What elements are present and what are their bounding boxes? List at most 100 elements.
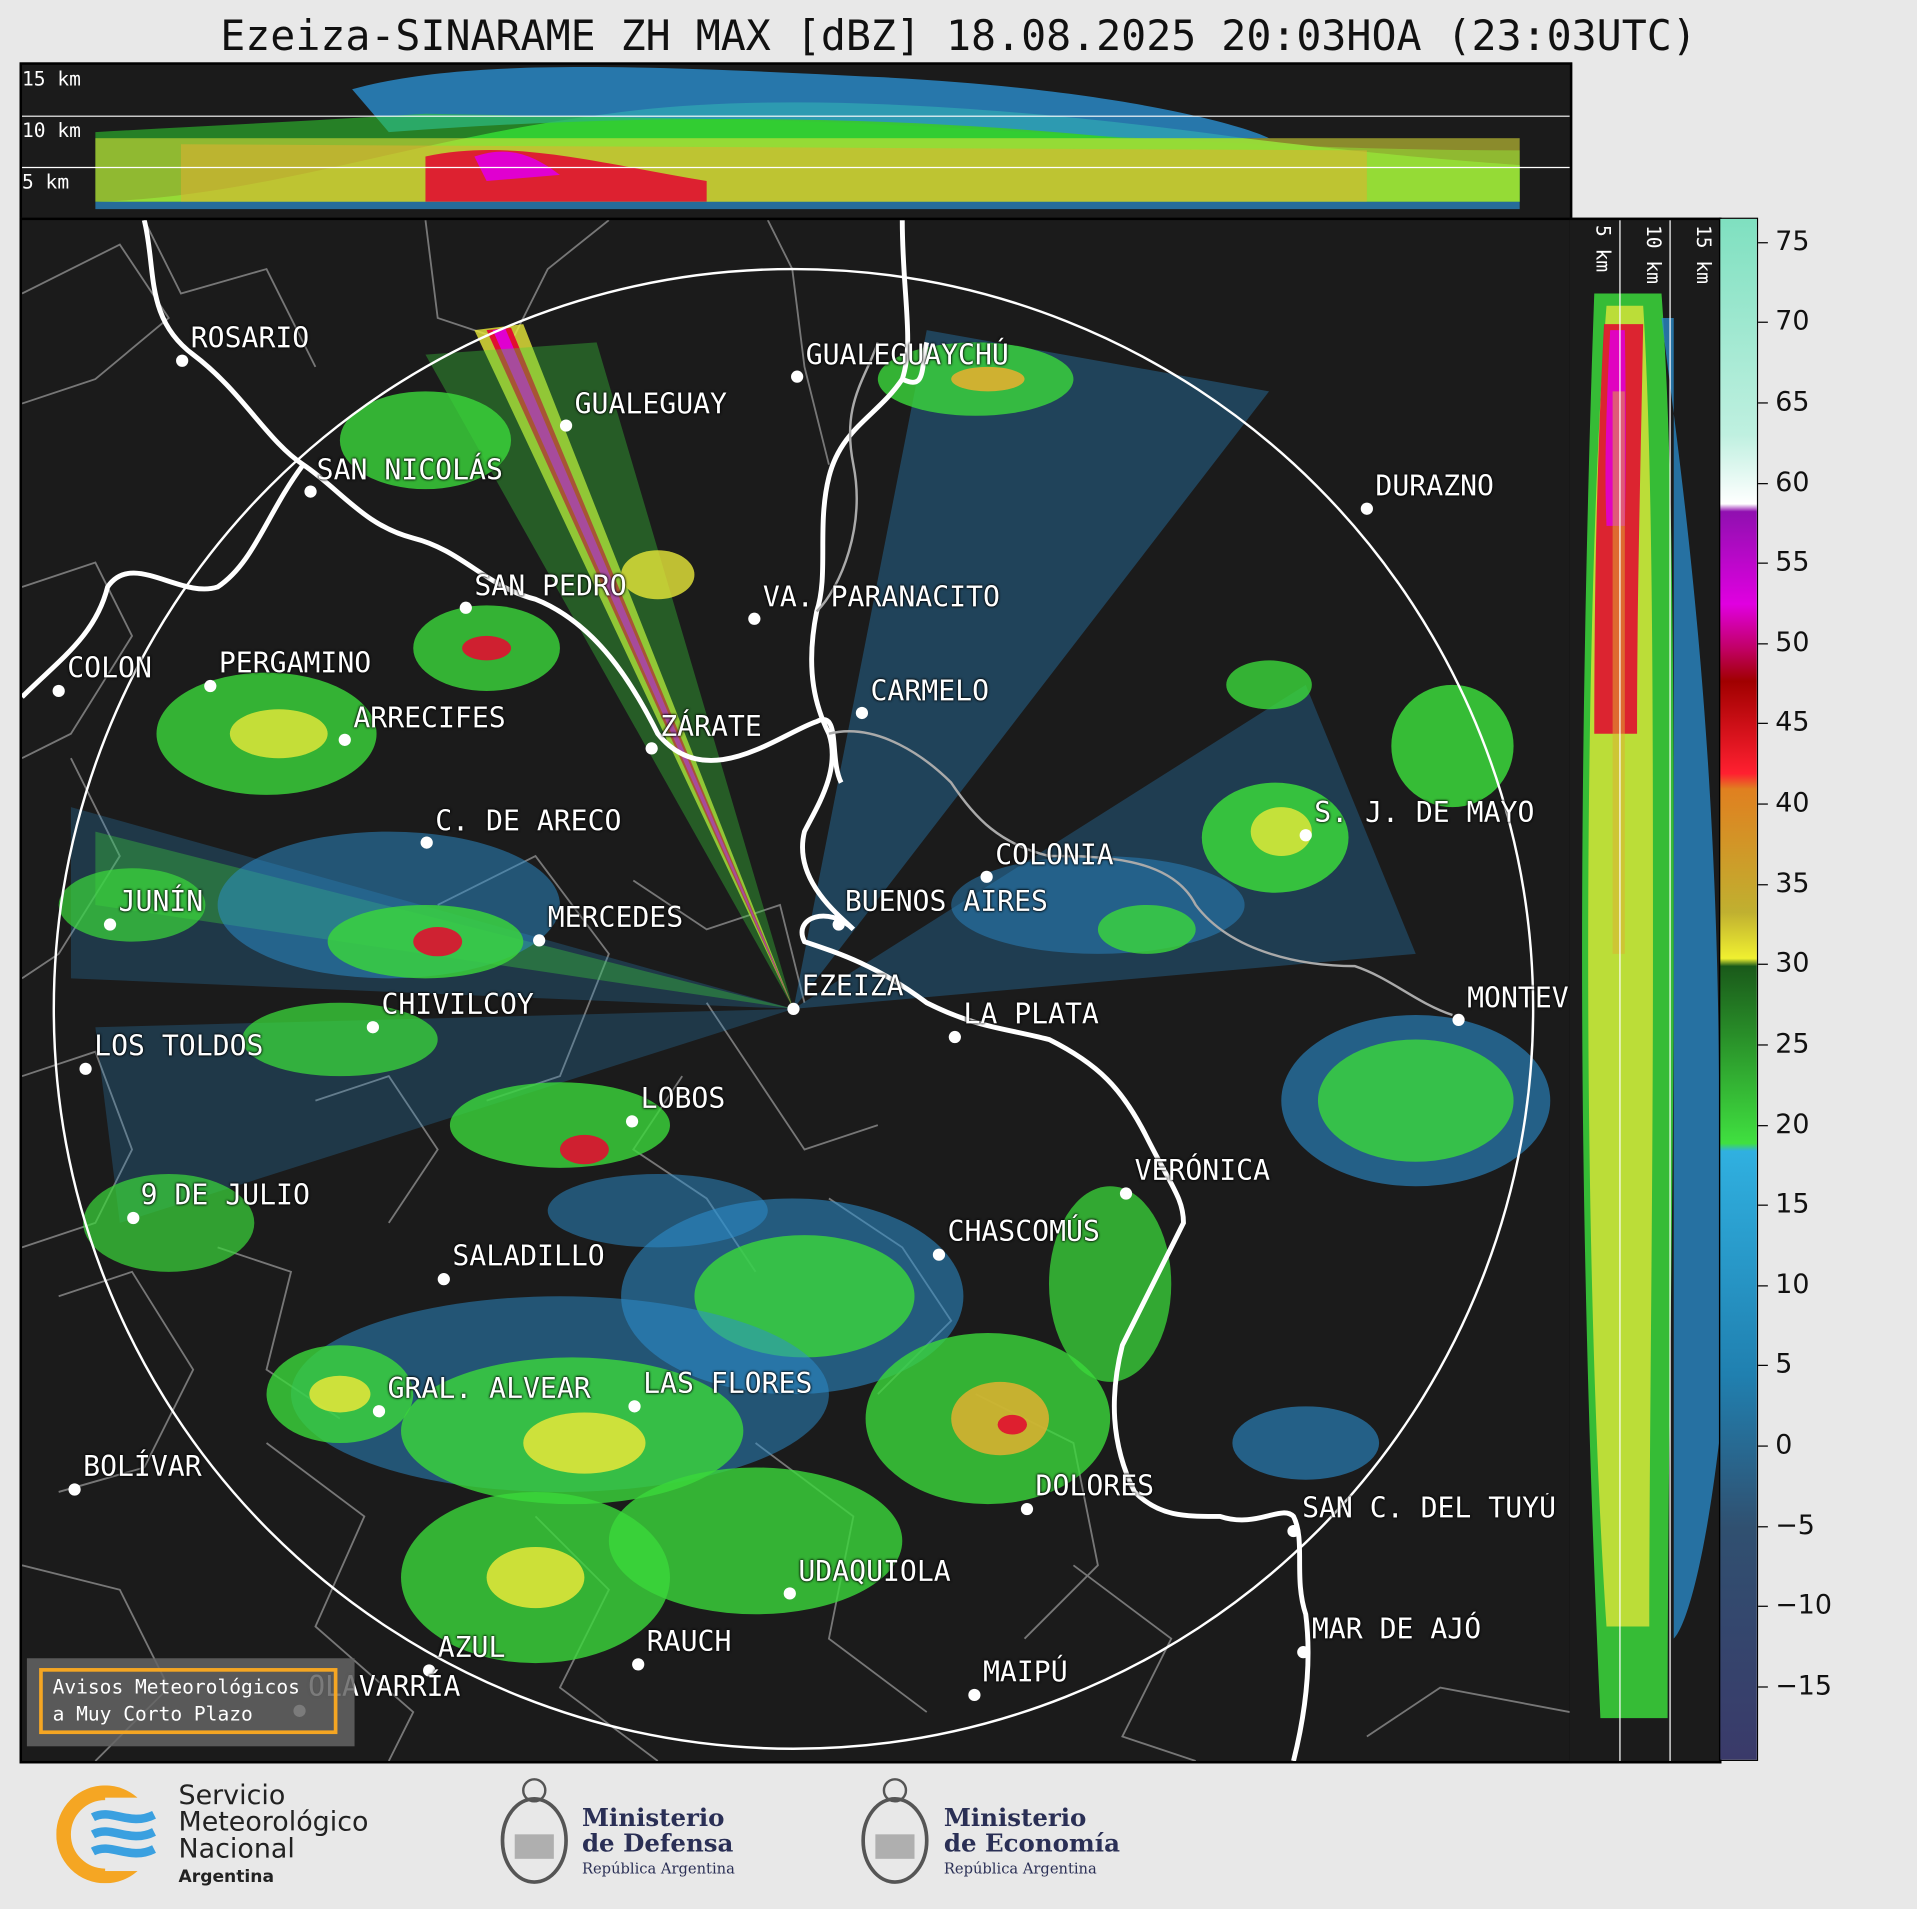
city-label-gualeguaychu: GUALEGUAYCHÚ bbox=[805, 339, 1009, 372]
colorbar-tick bbox=[1758, 1044, 1768, 1046]
colorbar-tick-label: 40 bbox=[1775, 788, 1810, 819]
city-label-dolores: DOLORES bbox=[1035, 1471, 1155, 1503]
city-dot bbox=[855, 706, 869, 720]
height-label-15km: 15 km bbox=[22, 67, 81, 91]
city-dot bbox=[559, 419, 573, 432]
colorbar-tick bbox=[1758, 1285, 1768, 1287]
colorbar-tick-label: 45 bbox=[1775, 707, 1810, 739]
city-label-9-de-julio: 9 DE JULIO bbox=[140, 1180, 310, 1212]
city-dot bbox=[783, 1587, 796, 1600]
city-label-saladillo: SALADILLO bbox=[452, 1241, 605, 1274]
city-label-colonia: COLONIA bbox=[995, 840, 1114, 872]
montevideo-clip: MONTEVIDEO bbox=[1467, 983, 1570, 1015]
city-dot bbox=[1287, 1524, 1300, 1538]
colorbar-tick bbox=[1758, 562, 1768, 564]
city-label-montevideo: MONTEVIDEO bbox=[1467, 983, 1570, 1016]
avisos-button[interactable]: Avisos Meteorológicos a Muy Corto Plazo bbox=[39, 1668, 338, 1735]
city-dot bbox=[832, 918, 845, 931]
colorbar-tick bbox=[1758, 1204, 1768, 1207]
city-label-gualeguay: GUALEGUAY bbox=[574, 388, 727, 421]
city-dot bbox=[980, 870, 993, 883]
top-cross-section-plot bbox=[22, 67, 1570, 210]
city-label-san-nicolas: SAN NICOLÁS bbox=[316, 454, 503, 487]
colorbar-tick-label: 35 bbox=[1775, 868, 1810, 900]
colorbar-tick bbox=[1758, 803, 1768, 805]
colorbar-tick-label: 0 bbox=[1775, 1430, 1793, 1461]
height-label-5km: 5 km bbox=[22, 169, 70, 194]
top-cross-section: 15 km 10 km 5 km bbox=[19, 62, 1573, 221]
city-label-veronica: VERÓNICA bbox=[1134, 1155, 1271, 1188]
colorbar-tick-label: 25 bbox=[1775, 1028, 1810, 1060]
city-dot bbox=[968, 1688, 981, 1702]
city-label-chivilcoy: CHIVILCOY bbox=[381, 989, 534, 1022]
city-label-ezeiza: EZEIZA bbox=[802, 970, 904, 1003]
colorbar-tick bbox=[1758, 883, 1768, 885]
city-label-bolivar: BOLÍVAR bbox=[83, 1451, 202, 1484]
city-dot bbox=[1020, 1502, 1034, 1516]
city-dot bbox=[423, 1664, 436, 1677]
city-dot bbox=[420, 836, 433, 849]
coastline-rivers bbox=[22, 220, 1311, 1761]
city-label-las-flores: LAS FLORES bbox=[643, 1368, 813, 1401]
city-label-san-c-del-tuyu: SAN C. DEL TUYÚ bbox=[1302, 1493, 1557, 1525]
city-dot bbox=[628, 1400, 641, 1413]
colorbar-tick-label: 60 bbox=[1775, 467, 1810, 498]
colorbar-tick bbox=[1758, 643, 1768, 645]
city-dot-radar bbox=[787, 1002, 800, 1016]
colorbar-tick bbox=[1758, 1124, 1768, 1126]
city-dot bbox=[932, 1248, 946, 1261]
city-label-zarate: ZÁRATE bbox=[660, 711, 762, 744]
side-height-label-10km: 10 km bbox=[1641, 225, 1666, 284]
colorbar-tick bbox=[1758, 402, 1768, 404]
city-dot bbox=[204, 679, 217, 693]
city-label-azul: AZUL bbox=[437, 1632, 506, 1665]
city-dot bbox=[372, 1405, 386, 1418]
side-cross-section: 5 km 10 km 15 km bbox=[1569, 217, 1722, 1764]
colorbar-tick-label: 30 bbox=[1775, 948, 1810, 980]
city-dot bbox=[791, 370, 804, 383]
city-label-udaquiola: UDAQUIOLA bbox=[798, 1556, 951, 1589]
colorbar-tick bbox=[1758, 1606, 1768, 1608]
city-dot bbox=[1119, 1187, 1133, 1200]
city-dot bbox=[1360, 502, 1373, 515]
city-label-pergamino: PERGAMINO bbox=[218, 648, 372, 680]
colorbar-tick-label: −15 bbox=[1775, 1671, 1832, 1702]
city-dot bbox=[127, 1211, 140, 1225]
city-label-lobos: LOBOS bbox=[640, 1083, 726, 1116]
avisos-line2: a Muy Corto Plazo bbox=[52, 1702, 253, 1726]
colorbar-tick bbox=[1758, 964, 1768, 966]
city-dot bbox=[645, 742, 658, 755]
radar-reflectivity-map bbox=[22, 220, 1570, 1761]
city-label-los-toldos: LOS TOLDOS bbox=[94, 1030, 264, 1063]
city-label-gral-alvear: GRAL. ALVEAR bbox=[387, 1373, 591, 1406]
city-dot bbox=[52, 684, 65, 698]
side-cross-section-plot bbox=[1582, 220, 1719, 1761]
city-label-san-pedro: SAN PEDRO bbox=[474, 571, 627, 603]
colorbar-tick-label: 15 bbox=[1775, 1189, 1810, 1221]
colorbar-tick-label: 5 bbox=[1775, 1350, 1793, 1381]
colorbar-tick-label: 55 bbox=[1775, 547, 1810, 579]
city-label-rosario: ROSARIO bbox=[190, 322, 310, 355]
city-dot bbox=[437, 1273, 450, 1286]
city-dot bbox=[338, 733, 351, 746]
city-dot bbox=[632, 1658, 645, 1671]
city-label-arrecifes: ARRECIFES bbox=[353, 703, 506, 735]
avisos-panel[interactable]: Avisos Meteorológicos a Muy Corto Plazo bbox=[26, 1658, 355, 1747]
colorbar bbox=[1718, 217, 1759, 1761]
avisos-line1: Avisos Meteorológicos bbox=[52, 1675, 300, 1699]
side-height-label-15km: 15 km bbox=[1692, 225, 1716, 284]
city-dot bbox=[68, 1483, 81, 1496]
city-dot bbox=[1452, 1013, 1465, 1027]
colorbar-tick bbox=[1758, 1525, 1768, 1528]
city-dot bbox=[79, 1062, 92, 1075]
colorbar-tick-label: 10 bbox=[1775, 1269, 1810, 1301]
colorbar-tick bbox=[1758, 241, 1768, 243]
echo-cells bbox=[58, 342, 1551, 1664]
colorbar-tick bbox=[1758, 322, 1768, 324]
city-dot bbox=[366, 1021, 380, 1034]
city-label-rauch: RAUCH bbox=[646, 1626, 732, 1659]
colorbar-tick-label: 70 bbox=[1775, 306, 1810, 338]
colorbar-tick-label: 75 bbox=[1775, 226, 1810, 258]
city-label-junin: JUNÍN bbox=[118, 886, 204, 919]
city-dot bbox=[304, 485, 317, 498]
